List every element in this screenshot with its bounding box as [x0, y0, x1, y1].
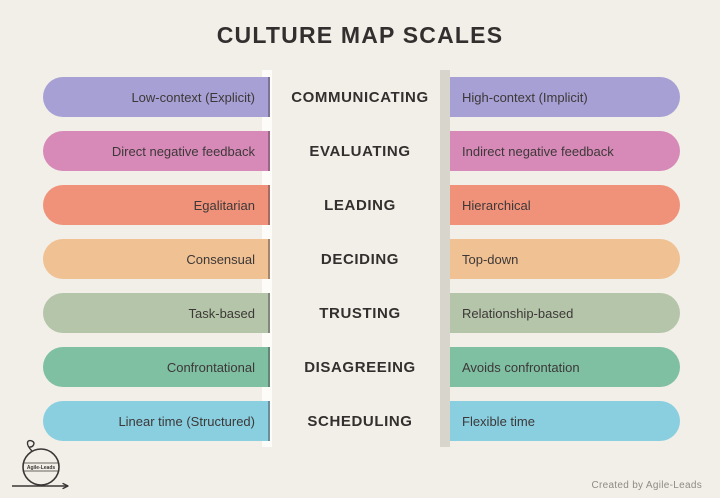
scale-row: Task-based TRUSTING Relationship-based	[43, 293, 680, 333]
scale-row: Direct negative feedback EVALUATING Indi…	[43, 131, 680, 171]
right-trait-label: Indirect negative feedback	[462, 143, 614, 159]
right-trait-label: High-context (Implicit)	[462, 89, 588, 105]
right-trait-label: Avoids confrontation	[462, 359, 580, 375]
scale-name-label: DISAGREEING	[304, 358, 416, 376]
right-trait-label: Flexible time	[462, 413, 535, 429]
right-trait-label: Hierarchical	[462, 197, 531, 213]
left-trait-pill: Direct negative feedback	[43, 131, 270, 171]
right-fold-bar	[440, 70, 450, 447]
right-trait-pill: Avoids confrontation	[450, 347, 680, 387]
right-trait-label: Top-down	[462, 251, 519, 267]
right-trait-pill: Flexible time	[450, 401, 680, 441]
scale-row: Confrontational DISAGREEING Avoids confr…	[43, 347, 680, 387]
scales-list: Low-context (Explicit) COMMUNICATING Hig…	[43, 77, 680, 455]
right-trait-pill: Hierarchical	[450, 185, 680, 225]
scale-row: Low-context (Explicit) COMMUNICATING Hig…	[43, 77, 680, 117]
right-trait-pill: Indirect negative feedback	[450, 131, 680, 171]
right-trait-label: Relationship-based	[462, 305, 574, 321]
left-trait-pill: Task-based	[43, 293, 270, 333]
scale-name-label: EVALUATING	[309, 142, 411, 160]
left-trait-label: Confrontational	[166, 359, 255, 375]
logo-text: Agile-Leads	[27, 465, 56, 471]
left-trait-label: Egalitarian	[193, 197, 255, 213]
right-trait-pill: Relationship-based	[450, 293, 680, 333]
scale-name-label: LEADING	[324, 196, 396, 214]
left-trait-label: Linear time (Structured)	[118, 413, 255, 429]
scale-row: Consensual DECIDING Top-down	[43, 239, 680, 279]
left-trait-pill: Egalitarian	[43, 185, 270, 225]
page-title: CULTURE MAP SCALES	[216, 22, 504, 48]
scale-name-label: SCHEDULING	[307, 412, 413, 430]
left-trait-label: Low-context (Explicit)	[131, 89, 255, 105]
left-trait-pill: Consensual	[43, 239, 270, 279]
scale-row: Linear time (Structured) SCHEDULING Flex…	[43, 401, 680, 441]
scale-name-label: DECIDING	[320, 250, 400, 268]
left-trait-label: Consensual	[186, 251, 255, 267]
left-trait-pill: Confrontational	[43, 347, 270, 387]
logo-circle-arrow-icon: Agile-Leads	[12, 439, 69, 490]
right-trait-pill: High-context (Implicit)	[450, 77, 680, 117]
agile-leads-logo: Agile-Leads	[10, 438, 74, 495]
left-trait-pill: Linear time (Structured)	[43, 401, 270, 441]
credit-text: Created by Agile-Leads	[591, 480, 702, 491]
scale-row: Egalitarian LEADING Hierarchical	[43, 185, 680, 225]
left-trait-pill: Low-context (Explicit)	[43, 77, 270, 117]
scale-name-label: COMMUNICATING	[291, 88, 429, 106]
right-trait-pill: Top-down	[450, 239, 680, 279]
left-trait-label: Task-based	[188, 305, 255, 321]
left-trait-label: Direct negative feedback	[111, 143, 255, 159]
scale-name-label: TRUSTING	[319, 304, 401, 322]
